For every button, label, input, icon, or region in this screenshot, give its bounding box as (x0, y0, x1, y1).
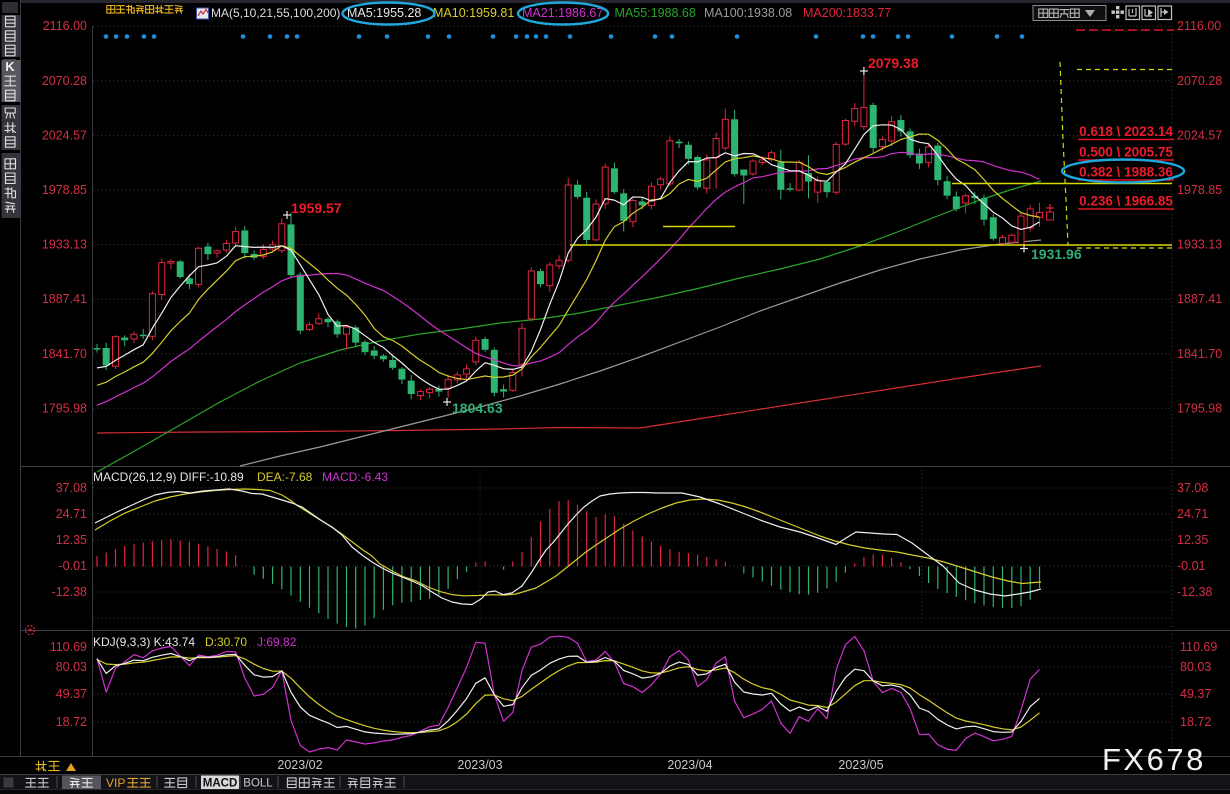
svg-text:MA100:1938.08: MA100:1938.08 (704, 6, 792, 20)
svg-text:24.71: 24.71 (56, 507, 87, 521)
svg-text:MACD:-6.43: MACD:-6.43 (322, 470, 388, 484)
svg-text:KDJ(9,3,3) K:43.74: KDJ(9,3,3) K:43.74 (93, 635, 195, 649)
svg-text:K: K (5, 59, 15, 74)
svg-text:18.72: 18.72 (1180, 715, 1211, 729)
svg-text:1795.98: 1795.98 (42, 401, 87, 415)
svg-text:2116.00: 2116.00 (1177, 19, 1221, 33)
svg-text:2070.28: 2070.28 (42, 74, 87, 88)
svg-text:BOLL: BOLL (243, 778, 273, 790)
svg-text:110.69: 110.69 (50, 640, 87, 654)
svg-text:2023/05: 2023/05 (838, 758, 883, 772)
svg-text:1933.13: 1933.13 (42, 238, 87, 252)
svg-text:0.618 \ 2023.14: 0.618 \ 2023.14 (1079, 124, 1173, 139)
svg-text:-0.01: -0.01 (1177, 559, 1206, 573)
svg-text:37.08: 37.08 (56, 481, 87, 495)
svg-text:1887.41: 1887.41 (42, 292, 87, 306)
svg-text:1978.85: 1978.85 (1177, 183, 1222, 197)
svg-text:0.382 \ 1988.36: 0.382 \ 1988.36 (1079, 165, 1173, 180)
svg-text:80.03: 80.03 (56, 660, 87, 674)
svg-text:DEA:-7.68: DEA:-7.68 (257, 470, 313, 484)
svg-text:MA200:1833.77: MA200:1833.77 (803, 6, 891, 20)
svg-text:-0.01: -0.01 (59, 559, 88, 573)
svg-text:2023/02: 2023/02 (277, 758, 322, 772)
svg-text:2079.38: 2079.38 (868, 55, 919, 71)
svg-text:1959.57: 1959.57 (291, 200, 342, 216)
svg-text:1841.70: 1841.70 (1177, 347, 1222, 361)
svg-text:2023/03: 2023/03 (457, 758, 502, 772)
svg-text:0.236 \ 1966.85: 0.236 \ 1966.85 (1079, 194, 1173, 209)
svg-text:1931.96: 1931.96 (1031, 246, 1082, 262)
svg-text:MA55:1988.68: MA55:1988.68 (615, 6, 696, 20)
svg-text:FX678: FX678 (1102, 742, 1206, 777)
svg-text:1841.70: 1841.70 (42, 347, 87, 361)
svg-text:VIP: VIP (106, 776, 125, 790)
svg-text:18.72: 18.72 (56, 715, 87, 729)
svg-text:2070.28: 2070.28 (1177, 74, 1222, 88)
svg-text:MA(5,10,21,55,100,200): MA(5,10,21,55,100,200) (211, 6, 340, 20)
svg-text:0.500 \ 2005.75: 0.500 \ 2005.75 (1079, 145, 1173, 160)
svg-text:110.69: 110.69 (1180, 640, 1217, 654)
svg-text:12.35: 12.35 (56, 533, 87, 547)
svg-text:MACD(26,12,9) DIFF:-10.89: MACD(26,12,9) DIFF:-10.89 (93, 470, 244, 484)
svg-text:MA21:1986.67: MA21:1986.67 (522, 6, 603, 20)
svg-text:MA10:1959.81: MA10:1959.81 (433, 6, 514, 20)
svg-text:2116.00: 2116.00 (43, 19, 87, 33)
svg-text:1804.63: 1804.63 (452, 400, 503, 416)
svg-text:12.35: 12.35 (1177, 533, 1208, 547)
svg-text:2024.57: 2024.57 (42, 128, 87, 142)
svg-text:MA5:1955.28: MA5:1955.28 (347, 6, 421, 20)
svg-text:80.03: 80.03 (1180, 660, 1211, 674)
svg-text:37.08: 37.08 (1177, 481, 1208, 495)
svg-text:1978.85: 1978.85 (42, 183, 87, 197)
svg-text:2023/04: 2023/04 (667, 758, 712, 772)
svg-text:MACD: MACD (203, 778, 238, 790)
svg-text:49.37: 49.37 (1180, 687, 1211, 701)
svg-text:1887.41: 1887.41 (1177, 292, 1222, 306)
svg-text:-12.38: -12.38 (1177, 585, 1212, 599)
svg-text:-12.38: -12.38 (52, 585, 87, 599)
svg-text:2024.57: 2024.57 (1177, 128, 1222, 142)
svg-text:49.37: 49.37 (56, 687, 87, 701)
svg-text:24.71: 24.71 (1177, 507, 1208, 521)
svg-text:J:69.82: J:69.82 (257, 635, 297, 649)
svg-text:1795.98: 1795.98 (1177, 401, 1222, 415)
svg-text:1933.13: 1933.13 (1177, 238, 1222, 252)
svg-text:D:30.70: D:30.70 (205, 635, 247, 649)
